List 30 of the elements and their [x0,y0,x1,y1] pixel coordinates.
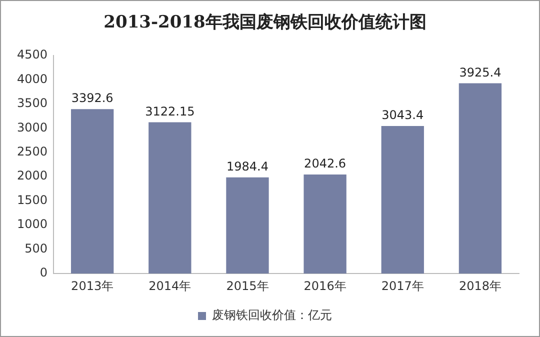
data-label: 3043.4 [382,108,424,122]
bar [148,122,192,274]
legend-label: 废钢铁回收价值：亿元 [212,308,332,322]
bar [458,83,502,274]
bar [381,126,424,274]
y-tick-label: 0 [40,266,48,280]
data-label: 1984.4 [226,160,268,174]
data-label: 3122.15 [145,104,195,118]
data-label: 3925.4 [459,65,502,80]
data-label: 3392.6 [71,91,114,106]
x-tick-label: 2014年 [148,278,192,293]
y-tick-label: 1500 [16,192,48,207]
y-tick-label: 1000 [16,217,48,232]
y-tick-label: 2500 [16,144,48,159]
y-tick-label: 500 [24,241,48,256]
y-tick-label: 4500 [16,48,48,62]
y-tick-label: 3000 [16,120,48,134]
x-tick-label: 2016年 [304,278,346,293]
bar [226,177,269,274]
x-tick-label: 2013年 [71,278,114,293]
y-tick-label: 4000 [16,72,48,86]
data-label: 2042.6 [304,156,346,171]
y-tick-label: 2000 [16,168,48,183]
bar [70,109,114,274]
x-tick-label: 2017年 [381,278,424,293]
y-tick-label: 3500 [16,96,48,110]
x-tick-label: 2015年 [226,278,269,293]
x-tick-label: 2018年 [458,278,502,293]
chart-title: 2013-2018年我国废钢铁回收价值统计图 [104,12,426,33]
bar [304,174,346,274]
